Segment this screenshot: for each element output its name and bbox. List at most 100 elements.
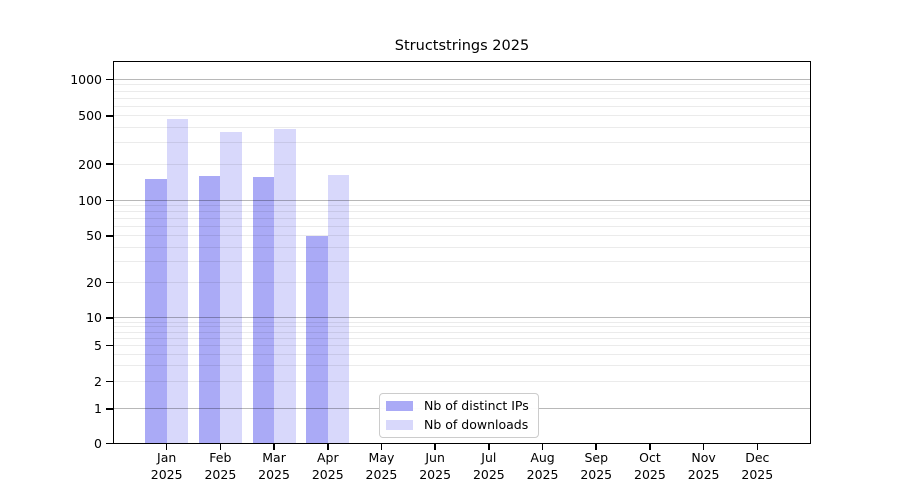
y-tick-mark [106,78,113,81]
x-tick-mark [273,444,275,450]
y-tick-mark [106,442,113,445]
bar-distinct-ips-jan [145,179,167,444]
minor-gridline [113,381,811,383]
x-tick-month: Aug [530,450,555,465]
minor-gridline [113,163,811,165]
y-tick-label: 100 [78,192,102,208]
x-tick-year: 2025 [472,466,505,482]
minor-gridline [113,344,811,346]
y-tick-mark [106,235,113,237]
x-tick-mark [702,444,705,450]
x-tick-label: Mar 2025 [244,450,304,483]
x-tick-month: Dec [745,450,770,465]
x-tick-label: Sep 2025 [566,450,626,483]
x-tick-label: Dec 2025 [727,450,787,483]
bar-distinct-ips-mar [252,176,275,444]
x-tick-label: Apr 2025 [298,450,358,483]
minor-gridline [113,127,811,129]
minor-gridline [113,211,811,213]
x-tick-label: Feb 2025 [190,450,250,483]
x-tick-label: May 2025 [351,450,411,483]
minor-gridline [113,337,811,339]
x-tick-label: Aug 2025 [513,450,573,483]
y-tick-mark [106,380,113,383]
minor-gridline [113,353,811,355]
bar-downloads-mar [274,128,296,444]
y-tick-mark [106,163,113,165]
x-tick-label: Nov 2025 [674,450,734,483]
bar-downloads-apr [327,175,350,444]
minor-gridline [113,97,811,99]
y-tick-label: 50 [86,228,102,244]
y-tick-label: 200 [78,156,102,172]
x-tick-month: Jun [425,450,445,465]
x-tick-month: Sep [584,450,608,465]
x-tick-mark [219,444,222,450]
chart-title: Structstrings 2025 [394,38,530,54]
legend-label: Nb of distinct IPs [424,398,529,413]
x-tick-month: Nov [691,450,716,465]
minor-gridline [113,282,811,284]
x-tick-year: 2025 [741,466,774,482]
minor-gridline [113,90,811,92]
x-tick-mark [595,444,597,450]
legend-swatch [386,420,413,430]
x-tick-month: Jul [481,450,497,465]
x-tick-mark [541,444,544,450]
bar-downloads-feb [220,131,242,444]
x-tick-mark [649,444,651,450]
minor-gridline [113,105,811,107]
x-tick-label: Jun 2025 [405,450,465,483]
x-tick-year: 2025 [526,466,559,482]
x-tick-year: 2025 [204,466,237,482]
y-tick-label: 500 [78,108,102,124]
x-tick-year: 2025 [311,466,344,482]
minor-gridline [113,84,811,86]
x-tick-month: Jan [157,450,177,465]
y-tick-label: 0 [94,436,102,451]
x-tick-mark [488,444,490,450]
x-tick-mark [165,444,168,450]
x-tick-month: Mar [262,450,286,465]
legend-label: Nb of downloads [424,417,529,432]
major-gridline [113,317,811,319]
minor-gridline [113,365,811,367]
x-tick-label: Jul 2025 [459,450,519,483]
y-tick-mark [106,199,113,202]
y-tick-mark [106,115,113,117]
x-tick-year: 2025 [150,466,183,482]
x-tick-month: Feb [209,450,232,465]
x-tick-year: 2025 [634,466,666,482]
legend-item: Nb of distinct IPs [386,398,529,414]
y-tick-label: 10 [86,310,102,326]
x-tick-year: 2025 [687,466,720,482]
plot-area [113,61,811,444]
x-tick-month: Oct [639,450,661,465]
bar-distinct-ips-apr [306,235,328,444]
y-tick-mark [106,408,113,410]
minor-gridline [113,205,811,207]
minor-gridline [113,226,811,228]
minor-gridline [113,321,811,323]
y-tick-label: 20 [86,275,102,291]
x-tick-year: 2025 [419,466,452,482]
minor-gridline [113,115,811,117]
legend-item: Nb of downloads [386,417,529,433]
legend: Nb of distinct IPs Nb of downloads [379,393,539,438]
bar-downloads-jan [166,119,189,444]
minor-gridline [113,331,811,333]
minor-gridline [113,261,811,263]
x-tick-label: Oct 2025 [620,450,680,483]
x-tick-mark [327,444,329,450]
minor-gridline [113,326,811,328]
x-tick-mark [434,444,436,450]
major-gridline [113,199,811,201]
x-tick-year: 2025 [365,466,398,482]
y-tick-label: 2 [94,374,102,390]
y-tick-mark [106,344,113,347]
major-gridline [113,78,811,80]
legend-swatch [386,401,413,411]
x-tick-year: 2025 [580,466,613,482]
minor-gridline [113,142,811,144]
